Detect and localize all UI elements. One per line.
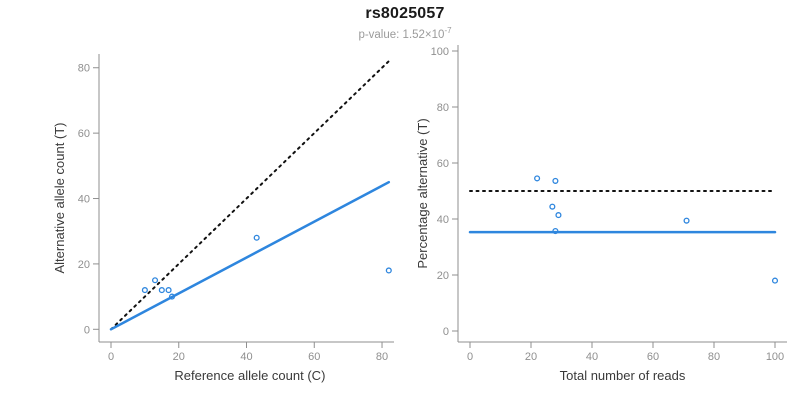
x-tick-label: 0: [108, 351, 114, 363]
x-tick-label: 60: [308, 351, 320, 363]
chart-header: rs8025057 p-value: 1.52×10-7: [0, 0, 800, 41]
x-tick-label: 40: [586, 351, 598, 363]
identity-dotted-line: [110, 60, 390, 331]
y-tick-label: 0: [443, 326, 449, 338]
y-tick-label: 40: [78, 194, 90, 206]
data-point: [555, 212, 562, 219]
x-tick-label: 0: [467, 351, 473, 363]
x-tick-label: 80: [376, 351, 388, 363]
data-point: [534, 175, 541, 182]
x-tick-label: 60: [647, 351, 659, 363]
x-tick-label: 100: [766, 351, 784, 363]
x-tick-label: 20: [525, 351, 537, 363]
y-tick-label: 80: [78, 63, 90, 75]
y-tick-label: 80: [437, 102, 449, 114]
y-tick-label: 60: [437, 158, 449, 170]
data-point: [141, 287, 148, 294]
fitted-proportion-line: [109, 180, 391, 331]
y-tick-label: 60: [78, 128, 90, 140]
data-point: [253, 234, 260, 241]
data-point: [168, 293, 176, 300]
data-point: [552, 177, 559, 184]
y-axis-title: Alternative allele count (T): [52, 122, 67, 273]
data-point: [385, 267, 392, 274]
x-tick-label: 20: [173, 351, 185, 363]
data-point: [151, 277, 159, 284]
data-point: [683, 217, 690, 224]
data-point: [552, 227, 559, 235]
p-value-subtitle: p-value: 1.52×10-7: [0, 26, 800, 41]
y-tick-label: 0: [84, 324, 90, 336]
data-point: [771, 277, 779, 284]
y-axis-title: Percentage alternative (T): [415, 118, 430, 268]
right-scatter-plot-percentage: 0 20 40 60 80 100 0 20 40 60 80 100 Total number of …: [415, 45, 787, 383]
y-tick-label: 40: [437, 214, 449, 226]
y-tick-label: 100: [431, 46, 449, 58]
x-axis-title: Reference allele count (C): [174, 368, 325, 383]
x-tick-label: 40: [240, 351, 252, 363]
y-tick-label: 20: [78, 259, 90, 271]
p-value-exponent: -7: [444, 26, 452, 35]
chart-title: rs8025057: [365, 5, 445, 22]
data-point: [549, 203, 556, 210]
y-tick-label: 20: [437, 270, 449, 282]
data-point: [165, 287, 172, 294]
data-point: [158, 287, 165, 294]
left-scatter-plot-allele-counts: 0 20 40 60 80 0 20 40 60 80 Reference allele count…: [52, 54, 394, 383]
x-tick-label: 80: [708, 351, 720, 363]
x-axis-title: Total number of reads: [560, 368, 686, 383]
